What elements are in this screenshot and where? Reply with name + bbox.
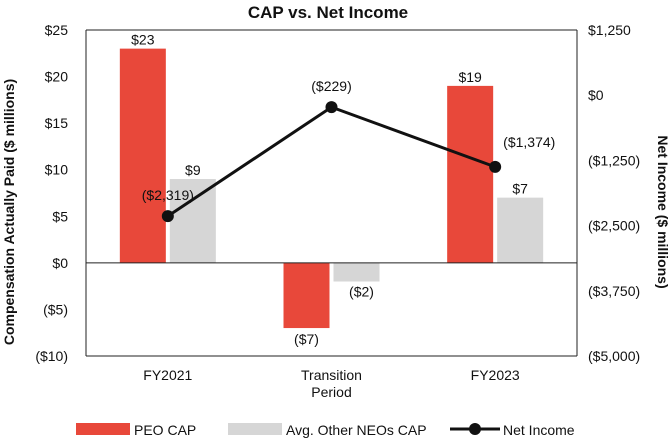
net-income-line-series xyxy=(161,101,502,223)
left-tick-label: $5 xyxy=(52,208,68,224)
left-tick-label: ($10) xyxy=(35,348,68,364)
left-tick-label: $20 xyxy=(45,69,69,85)
bar-peo-cap xyxy=(283,262,330,329)
left-tick-label: $10 xyxy=(45,162,69,178)
left-axis-ticks: $25 $20 $15 $10 $5 $0 ($5) ($10) xyxy=(35,22,68,364)
right-axis-ticks: $1,250 $0 ($1,250) ($2,500) ($3,750) ($5,000) xyxy=(588,22,640,364)
bar-data-label: $9 xyxy=(185,162,201,178)
category-label: FY2021 xyxy=(143,367,192,383)
legend-swatch-peo-cap xyxy=(76,423,130,435)
category-label: Period xyxy=(311,384,351,400)
left-tick-label: $25 xyxy=(45,22,69,38)
net-income-data-label: ($229) xyxy=(311,78,351,94)
left-tick-label: $15 xyxy=(45,115,69,131)
left-tick-label: $0 xyxy=(52,255,68,271)
legend-marker-net-income xyxy=(469,423,481,435)
net-income-point xyxy=(161,210,174,223)
bar-data-label: $19 xyxy=(458,69,482,85)
right-tick-label: ($1,250) xyxy=(588,152,640,168)
bar-data-label: ($7) xyxy=(294,331,319,347)
right-tick-label: $0 xyxy=(588,87,604,103)
category-label: FY2023 xyxy=(471,367,520,383)
bar-peo-cap xyxy=(119,48,166,263)
net-income-point xyxy=(325,101,338,114)
right-tick-label: ($5,000) xyxy=(588,348,640,364)
net-income-data-label: ($2,319) xyxy=(142,187,194,203)
bar-data-label: $23 xyxy=(131,32,155,48)
legend: PEO CAP Avg. Other NEOs CAP Net Income xyxy=(76,422,575,438)
bar-data-label: ($2) xyxy=(349,283,374,299)
net-income-line xyxy=(167,105,496,218)
net-income-data-label: ($1,374) xyxy=(503,134,555,150)
net-income-point xyxy=(489,160,502,173)
bar-data-label: $7 xyxy=(512,181,528,197)
bar-avg-other-neos-cap xyxy=(497,197,544,263)
legend-label-peo-cap: PEO CAP xyxy=(134,422,196,438)
right-tick-label: $1,250 xyxy=(588,22,631,38)
legend-label-neos-cap: Avg. Other NEOs CAP xyxy=(286,422,427,438)
bar-avg-other-neos-cap xyxy=(333,262,380,282)
right-tick-label: ($3,750) xyxy=(588,283,640,299)
legend-label-net-income: Net Income xyxy=(503,422,575,438)
data-labels: $23 ($7) $19 $9 ($2) $7 ($2,319) ($229) ($1,374) xyxy=(131,32,555,347)
bar-avg-other-neos-cap xyxy=(169,179,216,263)
left-tick-label: ($5) xyxy=(43,301,68,317)
right-axis-label: Net Income ($ millions) xyxy=(655,135,671,288)
chart-title: CAP vs. Net Income xyxy=(248,3,408,22)
left-axis-label: Compensation Actually Paid ($ millions) xyxy=(1,79,17,345)
bar-series xyxy=(119,48,544,329)
legend-swatch-neos-cap xyxy=(228,423,282,435)
right-tick-label: ($2,500) xyxy=(588,218,640,234)
bar-peo-cap xyxy=(447,85,494,263)
category-label: Transition xyxy=(301,367,362,383)
